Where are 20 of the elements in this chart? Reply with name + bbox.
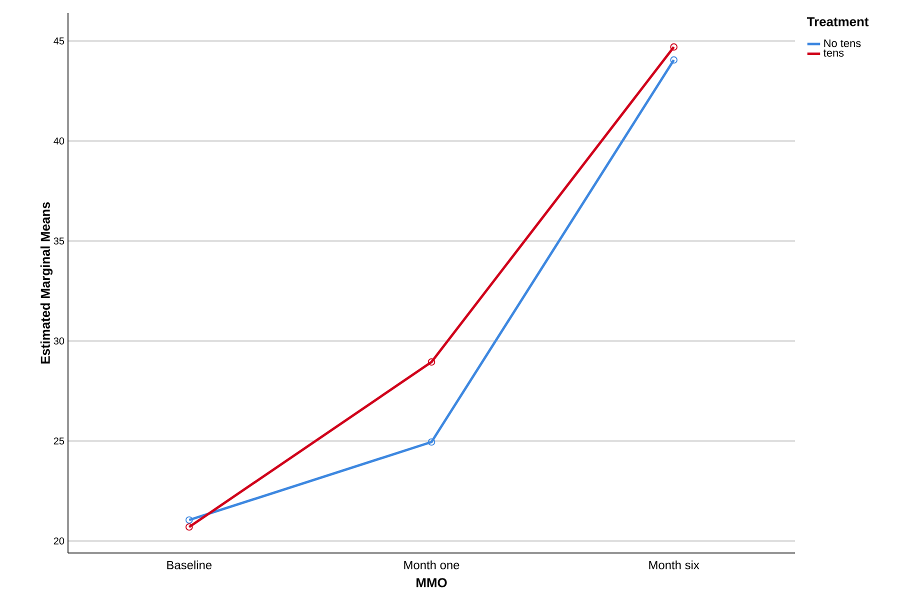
x-tick-label: Month six: [649, 560, 700, 570]
point: [670, 43, 678, 51]
x-axis-title: MMO: [416, 578, 447, 588]
y-tick-label: 20: [54, 537, 64, 545]
y-tick-label: 40: [54, 137, 64, 145]
y-tick-label: 45: [54, 38, 64, 44]
y-axis-title: Estimated Marginal Means: [40, 202, 53, 364]
x-tick-label: Baseline: [167, 560, 212, 570]
point: [185, 516, 193, 524]
legend-title: Treatment: [806, 17, 869, 26]
y-tick-label: 30: [54, 337, 64, 345]
point: [428, 358, 436, 366]
point: [185, 523, 193, 531]
point: [428, 438, 436, 446]
point: [670, 56, 678, 64]
legend-label: No tens: [824, 39, 861, 48]
y-tick-label: 25: [54, 437, 64, 445]
x-tick-label: Month one: [404, 560, 460, 570]
legend-label: tens: [824, 50, 844, 57]
y-tick-label: 35: [54, 237, 64, 245]
